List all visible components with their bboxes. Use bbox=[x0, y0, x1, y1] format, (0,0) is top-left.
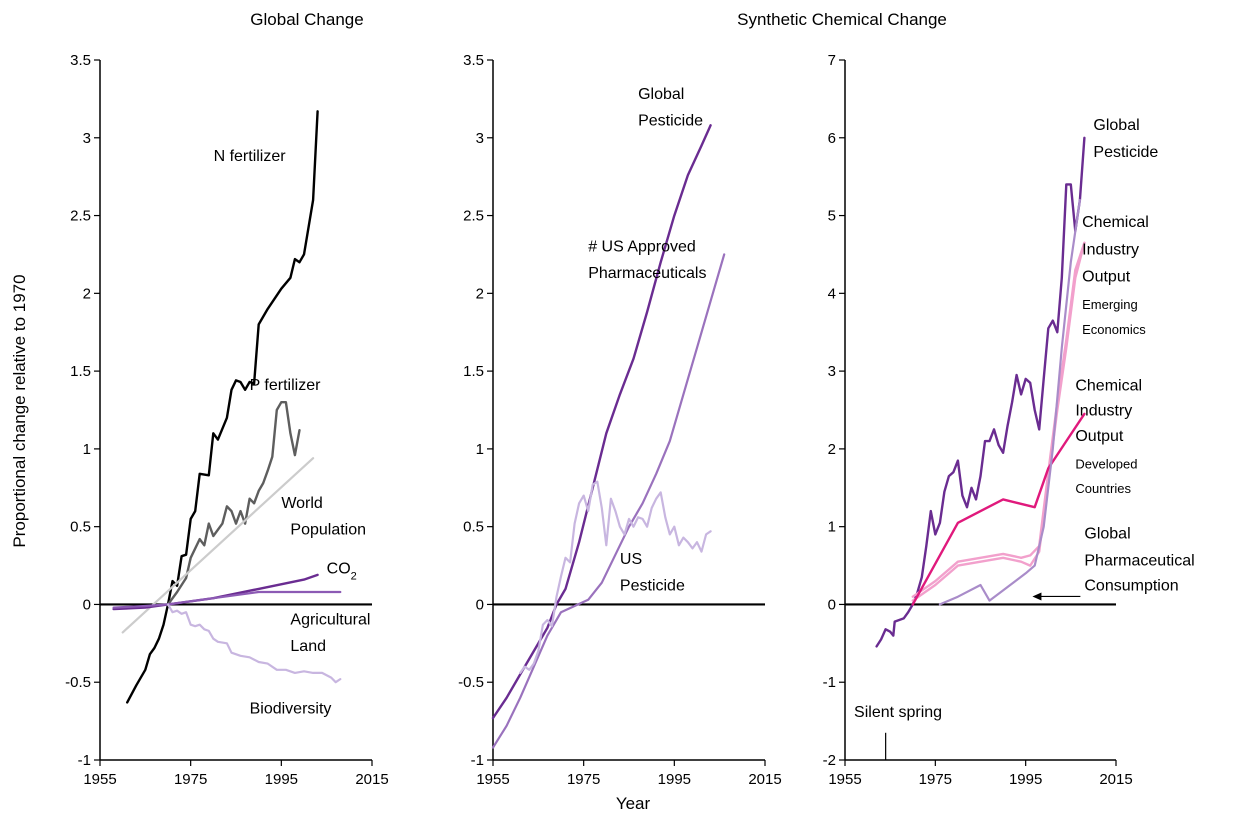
y-tick-label: 3 bbox=[83, 130, 91, 147]
y-tick-label: 3.5 bbox=[463, 52, 484, 69]
series-label: CO2 bbox=[327, 560, 357, 582]
y-tick-label: 2.5 bbox=[70, 208, 91, 225]
x-tick-label: 1975 bbox=[567, 771, 600, 788]
series-label: N fertilizer bbox=[214, 148, 287, 165]
y-tick-label: 1 bbox=[828, 519, 836, 536]
arrow-head bbox=[1032, 592, 1041, 600]
subscript: 2 bbox=[351, 570, 357, 582]
series-label: Consumption bbox=[1084, 577, 1178, 594]
y-tick-label: 5 bbox=[828, 208, 836, 225]
series-line-us-approved-pharmaceuticals bbox=[493, 254, 724, 747]
series-label: Economics bbox=[1082, 322, 1146, 337]
series-label: Agricultural bbox=[290, 612, 370, 629]
series-label: P fertilizer bbox=[250, 377, 322, 394]
y-tick-label: 1.5 bbox=[463, 363, 484, 380]
y-tick-label: 1 bbox=[83, 441, 91, 458]
y-tick-label: -1 bbox=[471, 752, 484, 769]
y-tick-label: 1.5 bbox=[70, 363, 91, 380]
x-tick-label: 2015 bbox=[1099, 771, 1132, 788]
series-label: # US Approved bbox=[588, 238, 696, 255]
y-tick-label: 2 bbox=[476, 285, 484, 302]
series-label: US bbox=[620, 551, 642, 568]
x-tick-label: 1955 bbox=[476, 771, 509, 788]
y-tick-label: 0.5 bbox=[463, 519, 484, 536]
series-label: Output bbox=[1082, 269, 1131, 286]
y-tick-label: -2 bbox=[823, 752, 836, 769]
y-axis-label: Proportional change relative to 1970 bbox=[10, 274, 29, 547]
y-tick-label: 3.5 bbox=[70, 52, 91, 69]
x-tick-label: 1975 bbox=[919, 771, 952, 788]
y-tick-label: 0 bbox=[828, 596, 836, 613]
x-tick-label: 1995 bbox=[658, 771, 691, 788]
series-label: Countries bbox=[1075, 481, 1131, 496]
series-label: Output bbox=[1075, 428, 1124, 445]
series-line-global-pesticide bbox=[493, 125, 711, 718]
x-tick-label: 1955 bbox=[828, 771, 861, 788]
x-tick-label: 2015 bbox=[355, 771, 388, 788]
series-label: Land bbox=[290, 638, 326, 655]
y-tick-label: 1 bbox=[476, 441, 484, 458]
series-line-global-pharmaceutical-consumption bbox=[913, 243, 1085, 601]
series-label: Silent spring bbox=[854, 704, 942, 721]
panel-p2: -1 -0.5 0 0.5 1 1.5 2 2.5 3 3.5 1955 1975 1995 2015 Gl… bbox=[458, 52, 782, 788]
series-line-n-fertilizer bbox=[127, 111, 317, 702]
x-tick-label: 1955 bbox=[83, 771, 116, 788]
series-label: Global bbox=[1093, 117, 1139, 134]
panel-p3: -2 -1 0 1 2 3 4 5 6 7 1955 1975 1995 2015 Global Pestic… bbox=[823, 52, 1195, 788]
x-tick-label: 1995 bbox=[1009, 771, 1042, 788]
series-label: Pesticide bbox=[638, 112, 703, 129]
y-tick-label: 6 bbox=[828, 130, 836, 147]
y-tick-label: 2.5 bbox=[463, 208, 484, 225]
series-label: Emerging bbox=[1082, 297, 1138, 312]
series-label: Chemical bbox=[1082, 214, 1149, 231]
y-tick-label: 2 bbox=[828, 441, 836, 458]
series-label: Population bbox=[290, 521, 366, 538]
y-tick-label: -0.5 bbox=[65, 674, 91, 691]
x-tick-label: 1975 bbox=[174, 771, 207, 788]
x-tick-label: 2015 bbox=[748, 771, 781, 788]
y-tick-label: 0 bbox=[83, 596, 91, 613]
x-axis-label: Year bbox=[616, 794, 651, 813]
y-tick-label: -0.5 bbox=[458, 674, 484, 691]
y-tick-label: -1 bbox=[823, 674, 836, 691]
series-label: Industry bbox=[1082, 241, 1139, 258]
y-tick-label: 3 bbox=[828, 363, 836, 380]
series-label: Pesticide bbox=[620, 577, 685, 594]
panel-p1: -1 -0.5 0 0.5 1 1.5 2 2.5 3 3.5 1955 1975 1995 2015 N … bbox=[65, 52, 389, 788]
y-tick-label: 2 bbox=[83, 285, 91, 302]
series-label: Pharmaceuticals bbox=[588, 265, 706, 282]
title-global-change: Global Change bbox=[250, 10, 363, 29]
series-label: Industry bbox=[1075, 402, 1132, 419]
y-tick-label: 0 bbox=[476, 596, 484, 613]
y-tick-label: 4 bbox=[828, 285, 836, 302]
y-tick-label: 7 bbox=[828, 52, 836, 69]
series-label: Pesticide bbox=[1093, 144, 1158, 161]
series-label: World bbox=[281, 495, 323, 512]
series-line-chemical-industry-output-emerging-economics bbox=[913, 243, 1085, 597]
x-tick-label: 1995 bbox=[265, 771, 298, 788]
series-label: Global bbox=[1084, 525, 1130, 542]
y-tick-label: 3 bbox=[476, 130, 484, 147]
series-label: Chemical bbox=[1075, 378, 1142, 395]
series-label: Global bbox=[638, 86, 684, 103]
series-label: Biodiversity bbox=[250, 700, 332, 717]
y-tick-label: -1 bbox=[78, 752, 91, 769]
y-tick-label: 0.5 bbox=[70, 519, 91, 536]
series-label: Developed bbox=[1075, 456, 1137, 471]
series-label: Pharmaceutical bbox=[1084, 553, 1194, 570]
series-line-global-pesticide bbox=[877, 138, 1085, 647]
title-synthetic-chemical-change: Synthetic Chemical Change bbox=[737, 10, 947, 29]
